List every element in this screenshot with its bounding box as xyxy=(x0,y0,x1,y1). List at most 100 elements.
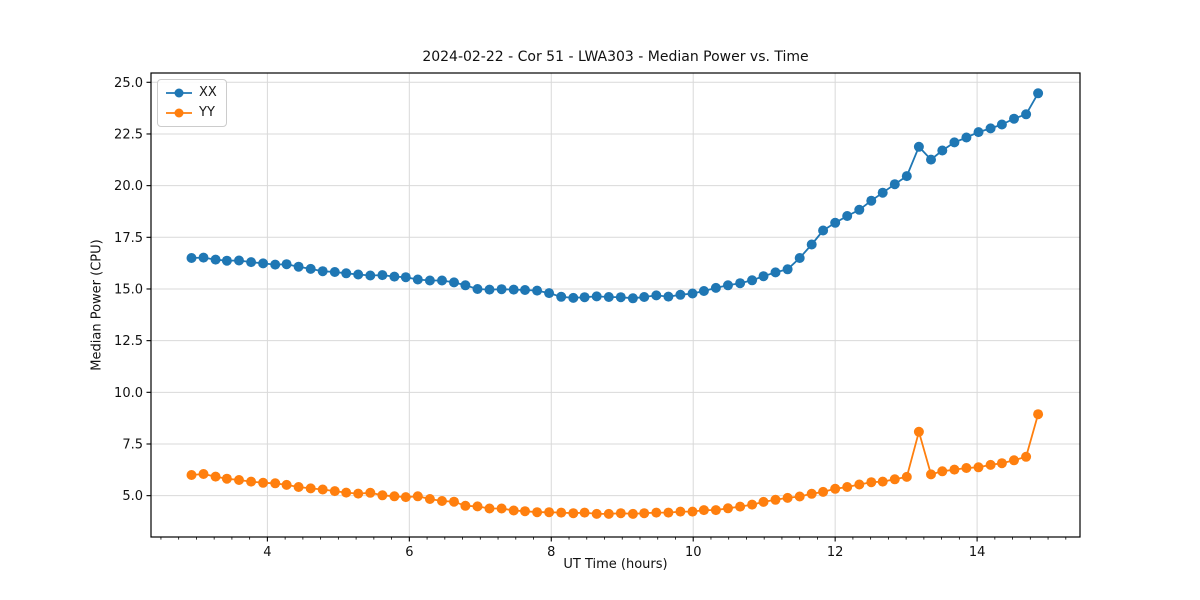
chart-title: 2024-02-22 - Cor 51 - LWA303 - Median Po… xyxy=(422,49,809,65)
yy-point xyxy=(735,501,746,512)
yy-point xyxy=(770,494,781,505)
legend-item-yy: YY xyxy=(165,105,217,121)
xx-point xyxy=(723,280,733,291)
legend-label-xx: XX xyxy=(199,85,217,100)
yy-point xyxy=(723,503,733,514)
xx-point xyxy=(341,268,352,279)
xx-point xyxy=(985,123,996,134)
yy-point xyxy=(1009,455,1019,466)
xx-point xyxy=(889,179,900,190)
yy-point xyxy=(794,491,805,502)
x-tick-label: 8 xyxy=(547,545,555,560)
yy-point xyxy=(544,507,555,518)
xx-point xyxy=(496,284,507,295)
y-tick-label: 22.5 xyxy=(114,127,143,142)
xx-series xyxy=(186,88,1044,304)
xx-point xyxy=(603,292,614,302)
yy-point xyxy=(353,488,364,499)
yy-point xyxy=(687,506,698,517)
yy-point xyxy=(484,503,495,514)
yy-point xyxy=(913,426,924,437)
xx-point xyxy=(710,282,721,293)
xx-point xyxy=(281,259,292,270)
yy-point xyxy=(556,507,567,518)
yy-point xyxy=(424,494,435,504)
yy-point xyxy=(460,500,471,511)
yy-point xyxy=(663,507,674,518)
xx-point xyxy=(556,291,567,302)
xx-point xyxy=(353,269,364,280)
xx-point xyxy=(365,270,376,281)
xx-series-marker-icon xyxy=(166,88,192,98)
x-tick-label: 14 xyxy=(969,545,986,560)
yy-point xyxy=(568,508,579,519)
yy-point xyxy=(221,473,232,484)
yy-point xyxy=(508,505,519,516)
xx-point xyxy=(663,291,674,302)
yy-point xyxy=(591,508,602,519)
xx-point xyxy=(449,277,459,288)
xx-point xyxy=(770,267,781,278)
yy-point xyxy=(710,505,721,516)
xx-point xyxy=(377,270,388,281)
yy-point xyxy=(389,491,400,502)
yy-point xyxy=(889,474,900,485)
xx-point xyxy=(949,137,960,148)
yy-point xyxy=(472,501,483,512)
yy-point xyxy=(842,482,853,492)
xx-point xyxy=(830,217,841,228)
yy-point xyxy=(639,508,650,519)
yy-point xyxy=(496,503,507,514)
xx-point xyxy=(1033,88,1044,99)
xx-point xyxy=(877,187,888,198)
xx-point xyxy=(937,145,948,156)
yy-series xyxy=(186,409,1044,519)
x-tick-label: 12 xyxy=(827,545,844,560)
y-tick-label: 25.0 xyxy=(114,76,143,91)
yy-point xyxy=(246,476,257,487)
yy-point xyxy=(377,490,388,501)
xx-point xyxy=(794,253,805,263)
xx-point xyxy=(854,204,865,215)
xx-point xyxy=(926,154,936,165)
x-tick-label: 10 xyxy=(685,545,702,560)
xx-point xyxy=(400,272,411,283)
xx-point xyxy=(806,239,817,250)
xx-point xyxy=(866,195,877,206)
y-tick-label: 10.0 xyxy=(114,386,143,401)
xx-point xyxy=(627,293,638,304)
yy-point xyxy=(329,486,340,497)
xx-point xyxy=(258,258,269,269)
y-tick-label: 15.0 xyxy=(114,282,143,297)
y-tick-label: 20.0 xyxy=(114,179,143,194)
xx-point xyxy=(698,286,709,296)
yy-point xyxy=(627,508,638,519)
legend-label-yy: YY xyxy=(199,105,215,120)
yy-point xyxy=(258,477,269,488)
yy-point xyxy=(675,506,686,517)
xx-point xyxy=(973,127,984,138)
xx-point xyxy=(508,284,519,295)
xx-point xyxy=(1009,113,1019,124)
xx-point xyxy=(412,274,423,285)
y-tick-label: 12.5 xyxy=(114,334,143,349)
xx-point xyxy=(747,275,758,286)
yy-point xyxy=(412,491,423,502)
yy-point xyxy=(449,496,459,507)
xx-point xyxy=(782,264,793,275)
yy-point xyxy=(949,464,960,475)
xx-point xyxy=(329,267,340,277)
yy-point xyxy=(365,487,376,498)
xx-point xyxy=(687,288,698,299)
yy-line xyxy=(191,413,1039,515)
y-tick-label: 5.0 xyxy=(122,489,143,504)
yy-point xyxy=(877,476,888,487)
axes-frame xyxy=(150,72,1081,538)
xx-point xyxy=(1021,109,1032,120)
yy-point xyxy=(996,458,1007,469)
legend-item-xx: XX xyxy=(165,85,217,101)
yy-point xyxy=(747,499,758,510)
xx-point xyxy=(842,211,853,221)
